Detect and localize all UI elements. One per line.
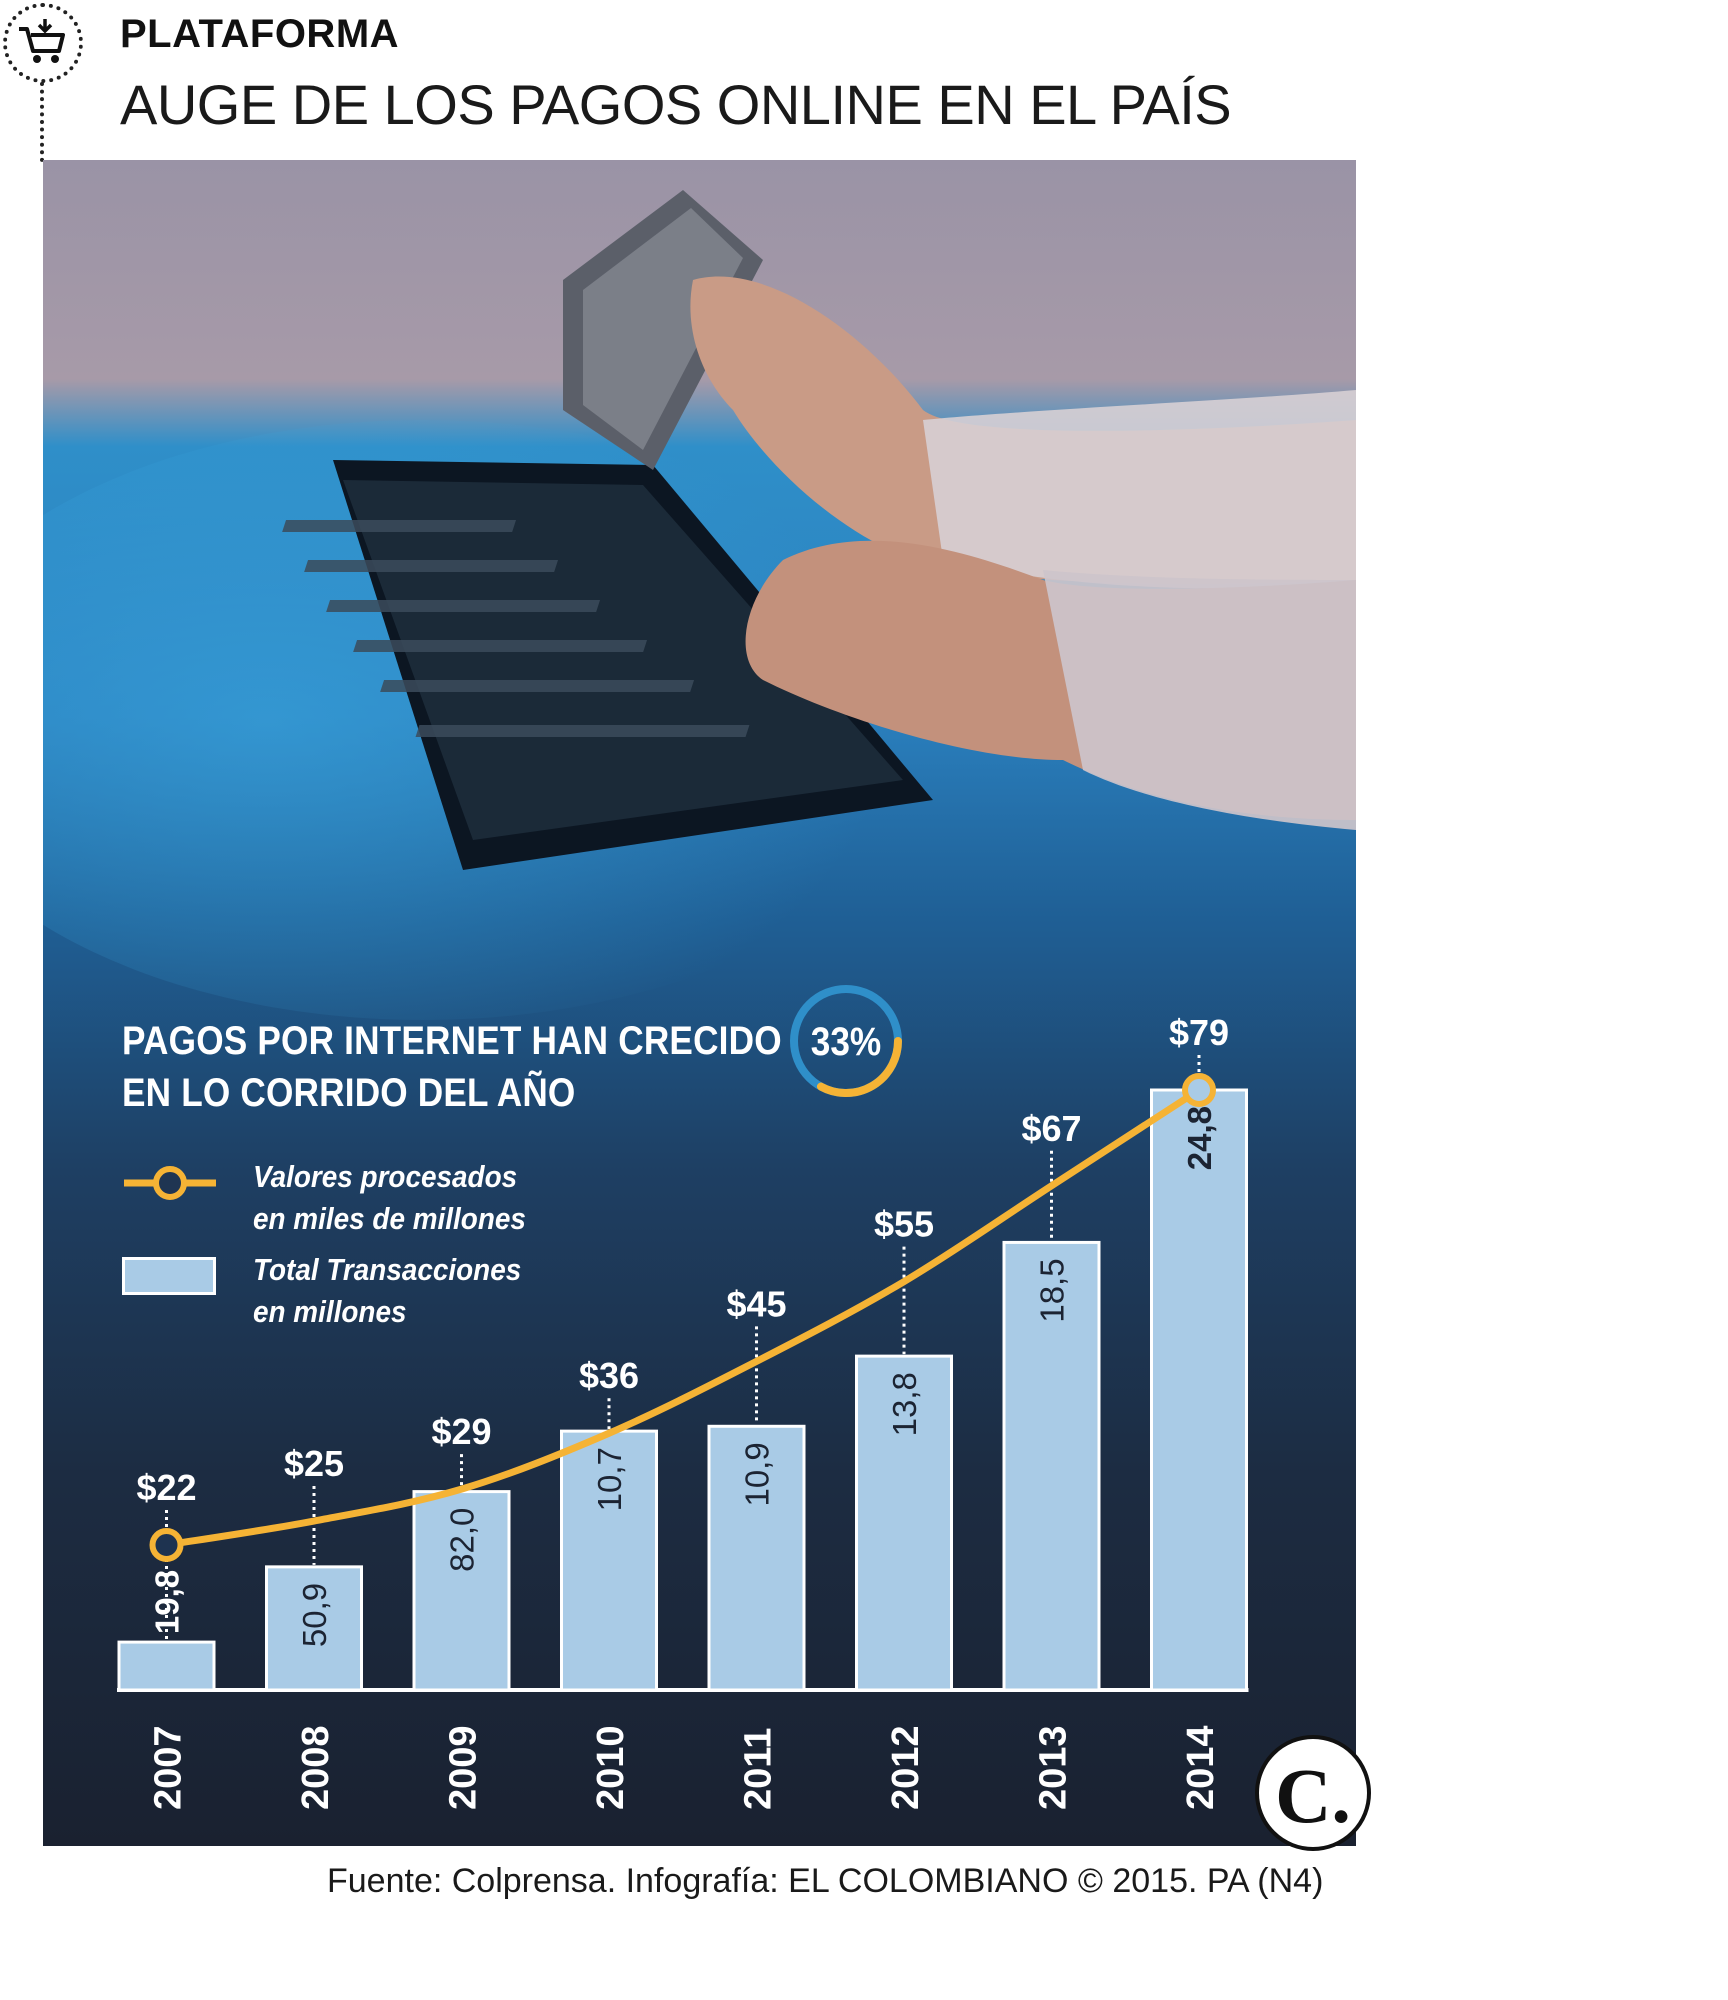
- logo-letter: C.: [1275, 1752, 1351, 1839]
- bar-label-2007: 19,8: [149, 1570, 186, 1634]
- series-line-valores: [163, 1086, 1203, 1549]
- bar-label-2011: 10,9: [739, 1442, 776, 1506]
- percent-label: 33%: [810, 1020, 882, 1064]
- infographic-panel: PAGOS POR INTERNET HAN CRECIDO EN LO COR…: [43, 160, 1356, 1846]
- page-title: AUGE DE LOS PAGOS ONLINE EN EL PAÍS: [120, 73, 1232, 136]
- dotted-connector: [40, 82, 44, 162]
- legend-bar-swatch: [122, 1257, 216, 1295]
- bar-2007: [117, 1640, 216, 1692]
- source-credit: Fuente: Colprensa. Infografía: EL COLOMB…: [327, 1862, 1324, 1900]
- legend-bar-label-2: en millones: [253, 1294, 407, 1329]
- x-tick-2013: 2013: [1033, 1725, 1075, 1810]
- bar-label-2014: 24,8: [1181, 1106, 1218, 1170]
- value-label-2013: $67: [1021, 1108, 1081, 1149]
- bar-2009: [412, 1490, 511, 1692]
- line-point-2007: [149, 1528, 184, 1562]
- bar-2008: [265, 1565, 363, 1692]
- hands-icon: [690, 276, 1356, 830]
- value-label-2010: $36: [579, 1355, 639, 1396]
- credit-card-icon: [563, 190, 763, 470]
- keyboard-icon: [282, 460, 933, 870]
- x-tick-2009: 2009: [443, 1725, 485, 1810]
- x-tick-2011: 2011: [738, 1728, 780, 1810]
- bar-label-2012: 13,8: [886, 1372, 923, 1436]
- x-tick-2012: 2012: [885, 1725, 927, 1810]
- value-label-2008: $25: [284, 1443, 344, 1484]
- x-tick-2010: 2010: [590, 1725, 632, 1810]
- x-tick-2008: 2008: [295, 1725, 337, 1810]
- legend-line-label-1: Valores procesados: [253, 1159, 518, 1194]
- value-label-2007: $22: [136, 1467, 196, 1508]
- line-point-2014: [1182, 1073, 1216, 1107]
- bar-2011: [707, 1424, 806, 1692]
- value-label-2014: $79: [1169, 1012, 1229, 1053]
- chart-subtitle: PAGOS POR INTERNET HAN CRECIDO EN LO COR…: [122, 1015, 782, 1119]
- legend-line-label-2: en miles de millones: [253, 1201, 526, 1236]
- el-colombiano-logo-icon: C.: [1255, 1735, 1371, 1851]
- legend-line-label: Valores procesados en miles de millones: [253, 1156, 526, 1240]
- value-label-2012: $55: [874, 1204, 934, 1245]
- shopping-cart-icon: [3, 3, 83, 83]
- legend-bar-label-1: Total Transacciones: [253, 1252, 522, 1287]
- legend-line-swatch: [124, 1166, 216, 1200]
- bar-2014: [1150, 1088, 1248, 1692]
- photo-keyboard-hands: [282, 190, 1356, 870]
- value-label-2009: $29: [431, 1411, 491, 1452]
- percent-ring: [790, 985, 902, 1097]
- bar-label-2010: 10,7: [591, 1447, 628, 1511]
- bar-label-2013: 18,5: [1034, 1258, 1071, 1322]
- bar-label-2009: 82,0: [444, 1508, 481, 1572]
- x-tick-2007: 2007: [148, 1725, 190, 1810]
- value-label-2011: $45: [726, 1283, 786, 1324]
- x-tick-2014: 2014: [1180, 1725, 1222, 1810]
- subtitle-line-1: PAGOS POR INTERNET HAN CRECIDO: [122, 1019, 782, 1063]
- bar-2013: [1002, 1240, 1101, 1692]
- chart-area: $22 19,8 2007 $25 50,9 2008 $29 82,0 2009 $36 10,7…: [117, 1012, 1249, 1810]
- subtitle-line-2: EN LO CORRIDO DEL AÑO: [122, 1071, 576, 1115]
- section-kicker: PLATAFORMA: [120, 12, 400, 56]
- bar-label-2008: 50,9: [296, 1583, 333, 1647]
- legend-bar-label: Total Transacciones en millones: [253, 1249, 521, 1333]
- bar-2012: [855, 1354, 953, 1692]
